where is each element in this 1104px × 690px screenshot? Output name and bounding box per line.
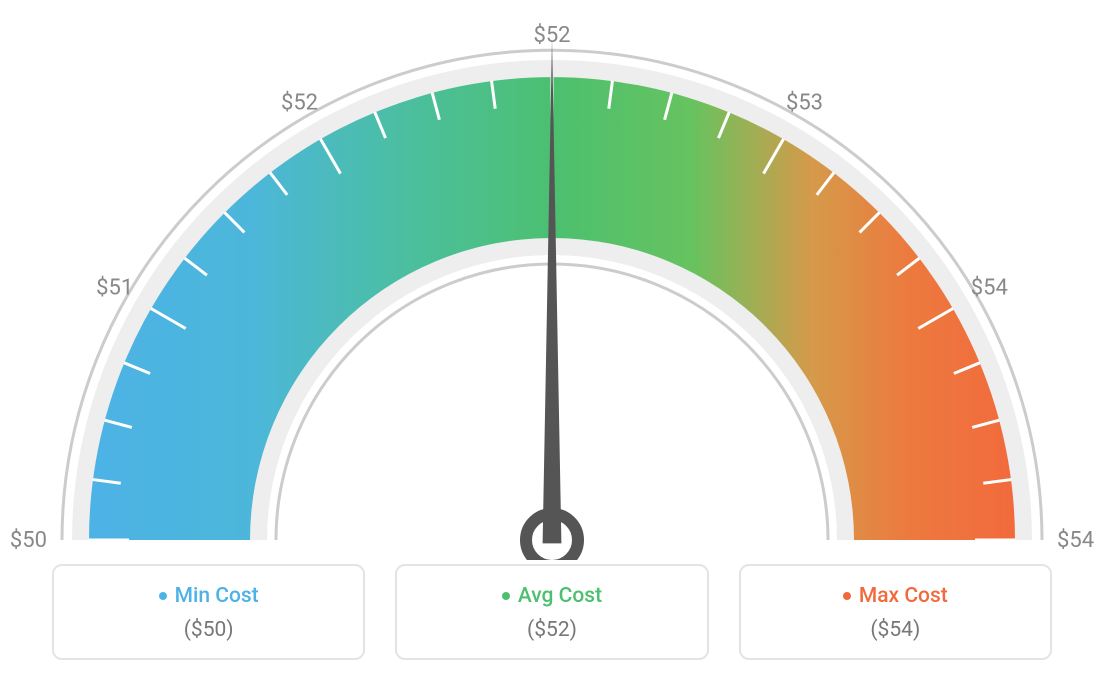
gauge-svg: $50$51$52$52$53$54$54 bbox=[0, 0, 1104, 560]
legend-value: ($50) bbox=[64, 618, 353, 642]
legend-title: Avg Cost bbox=[407, 584, 696, 608]
dot-icon bbox=[502, 592, 510, 600]
gauge-area: $50$51$52$52$53$54$54 bbox=[0, 0, 1104, 560]
svg-text:$54: $54 bbox=[971, 276, 1008, 301]
cost-gauge-chart: { "gauge": { "type": "gauge", "min_value… bbox=[0, 0, 1104, 690]
svg-text:$52: $52 bbox=[281, 91, 318, 116]
legend-label: Max Cost bbox=[859, 584, 948, 608]
svg-text:$50: $50 bbox=[10, 528, 47, 553]
legend-label: Avg Cost bbox=[518, 584, 602, 608]
legend-title: Max Cost bbox=[751, 584, 1040, 608]
svg-text:$53: $53 bbox=[786, 91, 823, 116]
legend-row: Min Cost ($50) Avg Cost ($52) Max Cost (… bbox=[52, 564, 1052, 660]
dot-icon bbox=[843, 592, 851, 600]
legend-card-min: Min Cost ($50) bbox=[52, 564, 365, 660]
legend-title: Min Cost bbox=[64, 584, 353, 608]
legend-label: Min Cost bbox=[175, 584, 259, 608]
svg-text:$54: $54 bbox=[1057, 528, 1094, 553]
legend-card-avg: Avg Cost ($52) bbox=[395, 564, 708, 660]
legend-card-max: Max Cost ($54) bbox=[739, 564, 1052, 660]
legend-value: ($52) bbox=[407, 618, 696, 642]
legend-value: ($54) bbox=[751, 618, 1040, 642]
svg-text:$51: $51 bbox=[96, 276, 133, 301]
dot-icon bbox=[159, 592, 167, 600]
